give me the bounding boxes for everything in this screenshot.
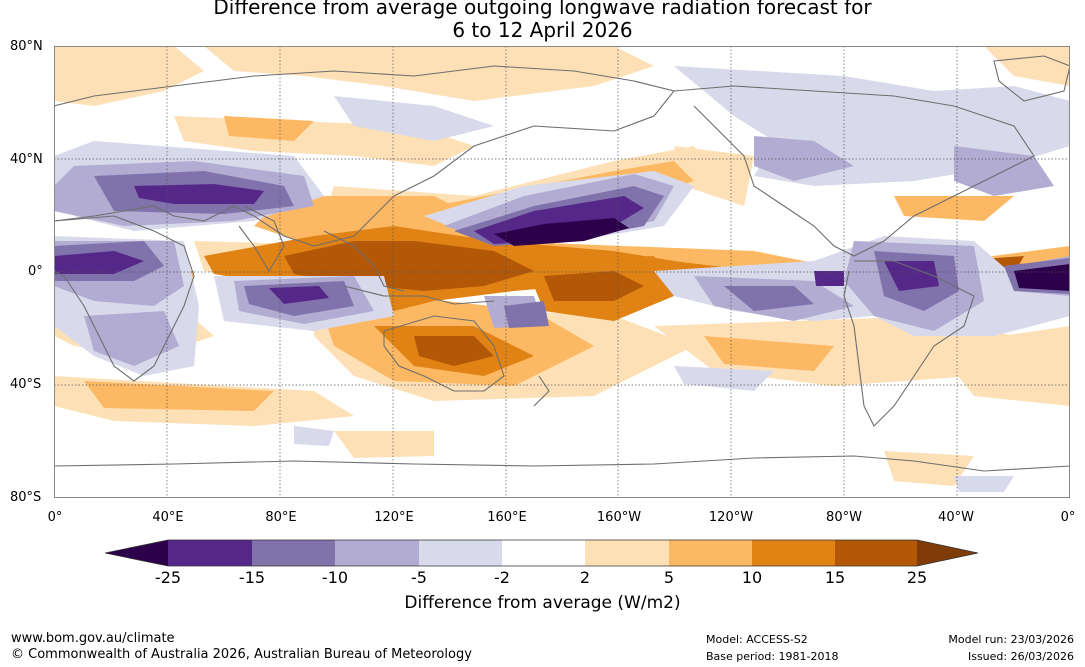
anomaly-region <box>224 116 314 141</box>
footer-base-period: Base period: 1981-2018 <box>706 650 839 663</box>
anomaly-region <box>754 136 854 181</box>
footer-model: Model: ACCESS-S2 <box>706 633 808 646</box>
colorbar-outline <box>105 539 979 567</box>
colorbar-arrow-low <box>105 540 168 566</box>
anomaly-region <box>294 426 334 446</box>
coastline-southeast-asia <box>323 230 405 292</box>
anomaly-region <box>84 311 179 366</box>
lat-label-80s: 80°S <box>10 490 42 505</box>
anomaly-region <box>984 46 1070 86</box>
colorbar-tick-label: 2 <box>579 568 591 587</box>
coastline-new-zealand <box>533 375 550 407</box>
colorbar-segment <box>835 540 917 566</box>
lon-label-0-right: 0° <box>1060 510 1076 525</box>
coastline-india <box>238 205 285 273</box>
title-line-1: Difference from average outgoing longwav… <box>213 0 872 19</box>
anomaly-region <box>814 271 844 286</box>
lat-label-equator: 0° <box>28 264 43 279</box>
anomaly-region <box>934 326 1070 406</box>
coastline-africa <box>54 215 195 382</box>
lon-label-80w: 80°W <box>826 510 862 525</box>
anomaly-region <box>414 336 494 366</box>
colorbar-segment <box>419 540 502 566</box>
coastline-antarctica <box>54 455 1070 472</box>
anomaly-region <box>204 46 654 101</box>
colorbar-segment <box>335 540 419 566</box>
colorbar-segment <box>752 540 835 566</box>
colorbar-segment <box>585 540 669 566</box>
lon-label-80e: 80°E <box>265 510 297 525</box>
anomaly-region <box>54 46 204 106</box>
anomaly-region <box>1014 264 1070 291</box>
colorbar-tick-label: -2 <box>494 568 510 587</box>
anomaly-region <box>504 301 549 328</box>
lon-label-40w: 40°W <box>938 510 974 525</box>
anomaly-region <box>544 271 644 301</box>
anomaly-region <box>884 261 939 291</box>
lat-label-40n: 40°N <box>10 152 43 167</box>
anomaly-region <box>54 251 144 274</box>
footer-url: www.bom.gov.au/climate <box>11 631 175 646</box>
anomaly-region <box>894 196 1014 221</box>
colorbar-segment <box>252 540 335 566</box>
coastline-north-america <box>673 85 1035 257</box>
coastline-greenland <box>993 55 1070 102</box>
anomaly-region <box>334 96 494 141</box>
anomaly-region <box>884 451 974 486</box>
chart-title: Difference from average outgoing longwav… <box>0 0 1085 42</box>
anomaly-region <box>84 381 274 411</box>
title-line-2: 6 to 12 April 2026 <box>452 18 633 42</box>
footer-model-run: Model run: 23/03/2026 <box>948 633 1074 646</box>
lat-label-80n: 80°N <box>10 39 43 54</box>
anomaly-region <box>704 336 834 371</box>
lat-label-40s: 40°S <box>10 377 42 392</box>
colorbar-segment <box>502 540 585 566</box>
anomaly-region <box>954 476 1014 492</box>
coastlines <box>54 55 1070 472</box>
colorbar-tick-label: 10 <box>741 568 763 587</box>
lon-label-0-left: 0° <box>47 510 63 525</box>
colorbar-tick-label: -10 <box>321 568 349 587</box>
lon-label-120e: 120°E <box>374 510 414 525</box>
colorbar <box>105 539 979 567</box>
coastline-eurasia <box>54 65 675 247</box>
coastline-indonesia <box>343 285 495 305</box>
anomaly-region <box>724 286 814 311</box>
anomaly-region <box>494 218 629 246</box>
anomaly-shading <box>54 46 1070 492</box>
lon-label-160e: 160°E <box>487 510 527 525</box>
lon-label-120w: 120°W <box>708 510 754 525</box>
colorbar-arrow-high <box>917 540 978 566</box>
colorbar-tick-label: -25 <box>154 568 182 587</box>
colorbar-title: Difference from average (W/m2) <box>404 593 681 613</box>
colorbar-tick-label: 5 <box>663 568 675 587</box>
lon-label-160w: 160°W <box>596 510 642 525</box>
colorbar-tick-label: 25 <box>906 568 928 587</box>
colorbar-tick-label: -5 <box>411 568 427 587</box>
colorbar-segment <box>168 540 252 566</box>
anomaly-region <box>269 286 329 304</box>
colorbar-segment <box>669 540 752 566</box>
anomaly-region <box>134 184 264 204</box>
map-frame <box>54 46 1070 498</box>
anomaly-region <box>674 146 754 206</box>
footer-copyright: © Commonwealth of Australia 2026, Austra… <box>11 647 472 662</box>
lon-label-40e: 40°E <box>152 510 184 525</box>
olr-anomaly-map <box>54 46 1070 498</box>
colorbar-tick-label: -15 <box>238 568 266 587</box>
coastline-south-america <box>843 260 975 427</box>
colorbar-tick-label: 15 <box>824 568 846 587</box>
coastline-australia <box>383 315 505 392</box>
anomaly-region <box>334 431 434 458</box>
footer-issued: Issued: 26/03/2026 <box>967 650 1074 663</box>
